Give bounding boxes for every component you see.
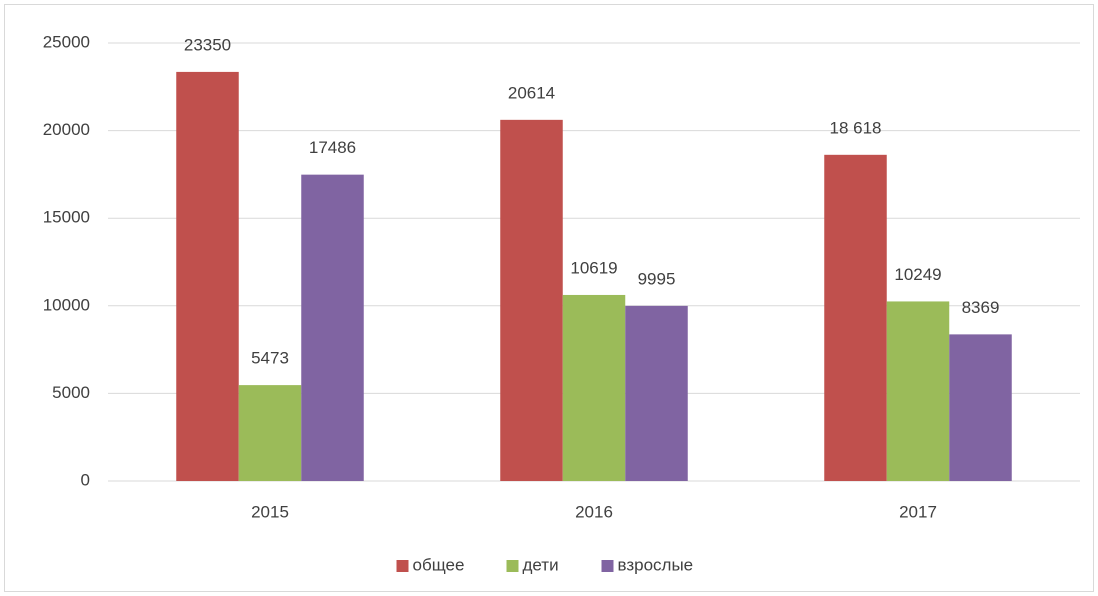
bar	[562, 294, 626, 481]
bar	[824, 154, 887, 482]
bar	[238, 385, 302, 481]
x-tick-label: 2015	[251, 502, 289, 521]
y-tick-label: 10000	[43, 295, 90, 314]
y-tick-label: 5000	[52, 383, 90, 402]
legend-label: взрослые	[618, 555, 694, 574]
data-label: 8369	[962, 298, 1000, 317]
y-tick-label: 15000	[43, 208, 90, 227]
bar	[886, 301, 950, 481]
legend-label: дети	[523, 555, 559, 574]
legend-label: общее	[413, 555, 465, 574]
bar	[500, 119, 563, 482]
data-label: 10619	[570, 258, 617, 277]
data-label: 20614	[508, 83, 555, 102]
legend-swatch	[601, 560, 614, 572]
y-tick-label: 20000	[43, 120, 90, 139]
data-label: 5473	[251, 349, 289, 368]
y-tick-label: 25000	[43, 32, 90, 51]
x-tick-label: 2016	[575, 502, 613, 521]
bar	[301, 174, 364, 482]
bar	[949, 334, 1012, 481]
legend-swatch	[396, 560, 409, 572]
data-label: 18 618	[830, 118, 882, 137]
data-label: 23350	[184, 35, 231, 54]
bar	[625, 305, 688, 481]
data-label: 10249	[894, 265, 941, 284]
y-tick-label: 0	[81, 470, 90, 489]
x-tick-label: 2017	[899, 502, 937, 521]
bar	[176, 71, 239, 482]
data-label: 17486	[309, 138, 356, 157]
data-label: 9995	[638, 269, 676, 288]
legend-swatch	[506, 560, 519, 572]
